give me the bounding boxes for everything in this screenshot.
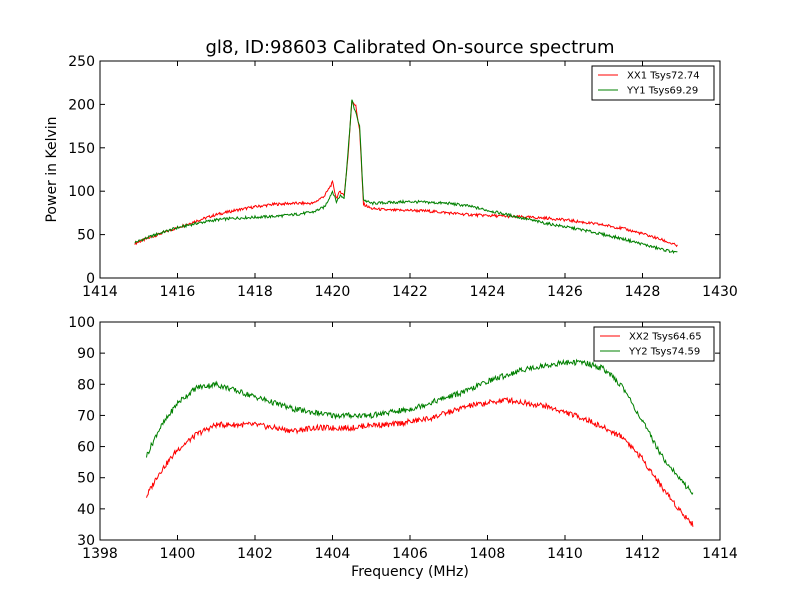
series-line-xx1 xyxy=(134,100,678,248)
legend: XX1 Tsys72.74 YY1 Tsys69.29 xyxy=(591,65,715,101)
x-tick-label: 1400 xyxy=(160,546,196,562)
series-line-xx2 xyxy=(146,396,694,527)
y-tick-label: 50 xyxy=(77,471,95,487)
y-tick-label: 70 xyxy=(77,408,95,424)
x-tick-label: 1422 xyxy=(392,284,428,300)
y-tick-label: 150 xyxy=(68,141,95,157)
figure-title: gl8, ID:98603 Calibrated On-source spect… xyxy=(205,37,614,58)
x-tick-label: 1402 xyxy=(237,546,273,562)
legend-box xyxy=(591,65,715,101)
x-tick-label: 1426 xyxy=(547,284,583,300)
x-tick-label: 1430 xyxy=(702,284,738,300)
y-tick-label: 100 xyxy=(68,315,95,331)
legend-label: XX1 Tsys72.74 xyxy=(627,71,700,82)
top-spectrum-panel: 1414 1416 1418 1420 1422 1424 1426 1428 1430 0 50 1… xyxy=(44,54,738,300)
x-tick-label: 1424 xyxy=(470,284,506,300)
x-tick-label: 1408 xyxy=(470,546,506,562)
x-tick-label: 1416 xyxy=(160,284,196,300)
x-tick-label: 1412 xyxy=(625,546,661,562)
y-tick-label: 60 xyxy=(77,440,95,456)
y-tick-label: 80 xyxy=(77,377,95,393)
series-line-yy1 xyxy=(134,99,678,254)
series-line-yy2 xyxy=(146,358,694,496)
y-tick-label: 50 xyxy=(77,228,95,244)
legend-label: YY2 Tsys74.59 xyxy=(628,347,700,358)
legend-label: YY1 Tsys69.29 xyxy=(626,86,698,97)
x-tick-label: 1410 xyxy=(547,546,583,562)
x-tick-label: 1404 xyxy=(315,546,351,562)
y-tick-label: 200 xyxy=(68,97,95,113)
x-tick-label: 1414 xyxy=(82,284,118,300)
y-tick-label: 30 xyxy=(77,533,95,549)
x-tick-label: 1418 xyxy=(237,284,273,300)
legend-box xyxy=(593,326,715,362)
x-tick-label: 1428 xyxy=(625,284,661,300)
y-tick-label: 40 xyxy=(77,502,95,518)
y-tick-label: 0 xyxy=(86,271,95,287)
x-axis-label: Frequency (MHz) xyxy=(351,564,469,580)
legend-label: XX2 Tsys64.65 xyxy=(629,332,702,343)
y-tick-label: 90 xyxy=(77,346,95,362)
y-tick-label: 250 xyxy=(68,54,95,70)
x-tick-label: 1406 xyxy=(392,546,428,562)
x-tick-label: 1398 xyxy=(82,546,118,562)
x-tick-label: 1420 xyxy=(315,284,351,300)
y-tick-label: 100 xyxy=(68,184,95,200)
x-tick-label: 1414 xyxy=(702,546,738,562)
bottom-spectrum-panel: 1398 1400 1402 1404 1406 1408 1410 1412 1414 30 40… xyxy=(68,315,738,580)
legend: XX2 Tsys64.65 YY2 Tsys74.59 xyxy=(593,326,715,362)
y-axis-label: Power in Kelvin xyxy=(44,116,60,222)
